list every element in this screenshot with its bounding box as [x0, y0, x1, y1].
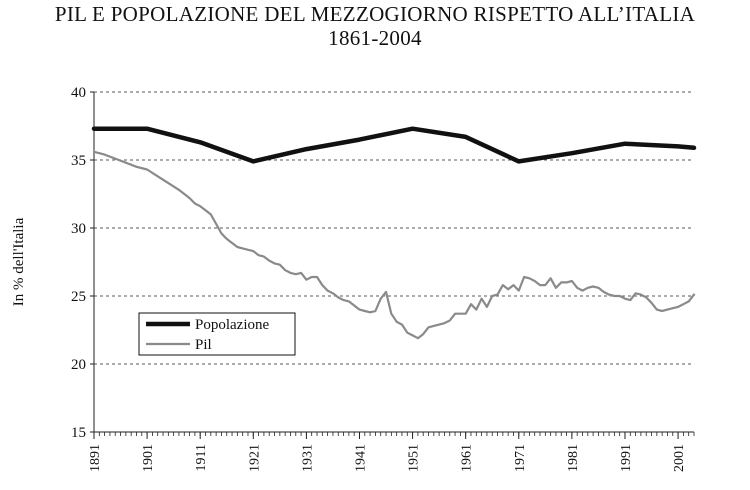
x-tick-label: 1961 — [460, 444, 475, 472]
x-axis-ticks: 1891 1901 1911 1921 1931 1941 1951 1961 1971 1981… — [88, 432, 695, 472]
legend-box — [138, 312, 296, 356]
axes — [93, 92, 694, 433]
x-tick-label: 1891 — [88, 444, 103, 472]
y-tick-label: 40 — [71, 85, 86, 101]
y-tick-label: 35 — [71, 153, 86, 169]
x-tick-label: 1941 — [353, 444, 368, 472]
x-tick-label: 1971 — [513, 444, 528, 472]
y-axis-ticks: 15 20 25 30 35 40 — [71, 85, 94, 441]
y-tick-label: 25 — [71, 289, 86, 305]
grid-lines — [94, 91, 694, 365]
x-tick-label: 2001 — [672, 444, 687, 472]
legend-label-popolazione: Popolazione — [195, 317, 269, 333]
x-tick-label: 1921 — [247, 444, 262, 472]
series-line-pil — [92, 150, 696, 340]
y-tick-label: 15 — [71, 425, 86, 441]
x-tick-label: 1981 — [566, 444, 581, 472]
x-tick-label: 1991 — [619, 444, 634, 472]
y-tick-label: 30 — [71, 221, 86, 237]
series-line-popolazione — [91, 126, 697, 164]
x-tick-label: 1901 — [141, 444, 156, 472]
x-tick-label: 1911 — [194, 444, 209, 471]
series-lines — [91, 126, 697, 340]
legend-label-pil: Pil — [195, 337, 212, 353]
y-axis-label: In % dell'Italia — [11, 217, 27, 306]
legend: Popolazione Pil — [138, 312, 296, 356]
chart-title: PIL E POPOLAZIONE DEL MEZZOGIORNO RISPET… — [54, 2, 696, 26]
x-tick-label: 1951 — [407, 444, 422, 472]
chart-subtitle: 1861-2004 — [328, 26, 422, 50]
x-tick-label: 1931 — [300, 444, 315, 472]
y-tick-label: 20 — [71, 357, 86, 373]
